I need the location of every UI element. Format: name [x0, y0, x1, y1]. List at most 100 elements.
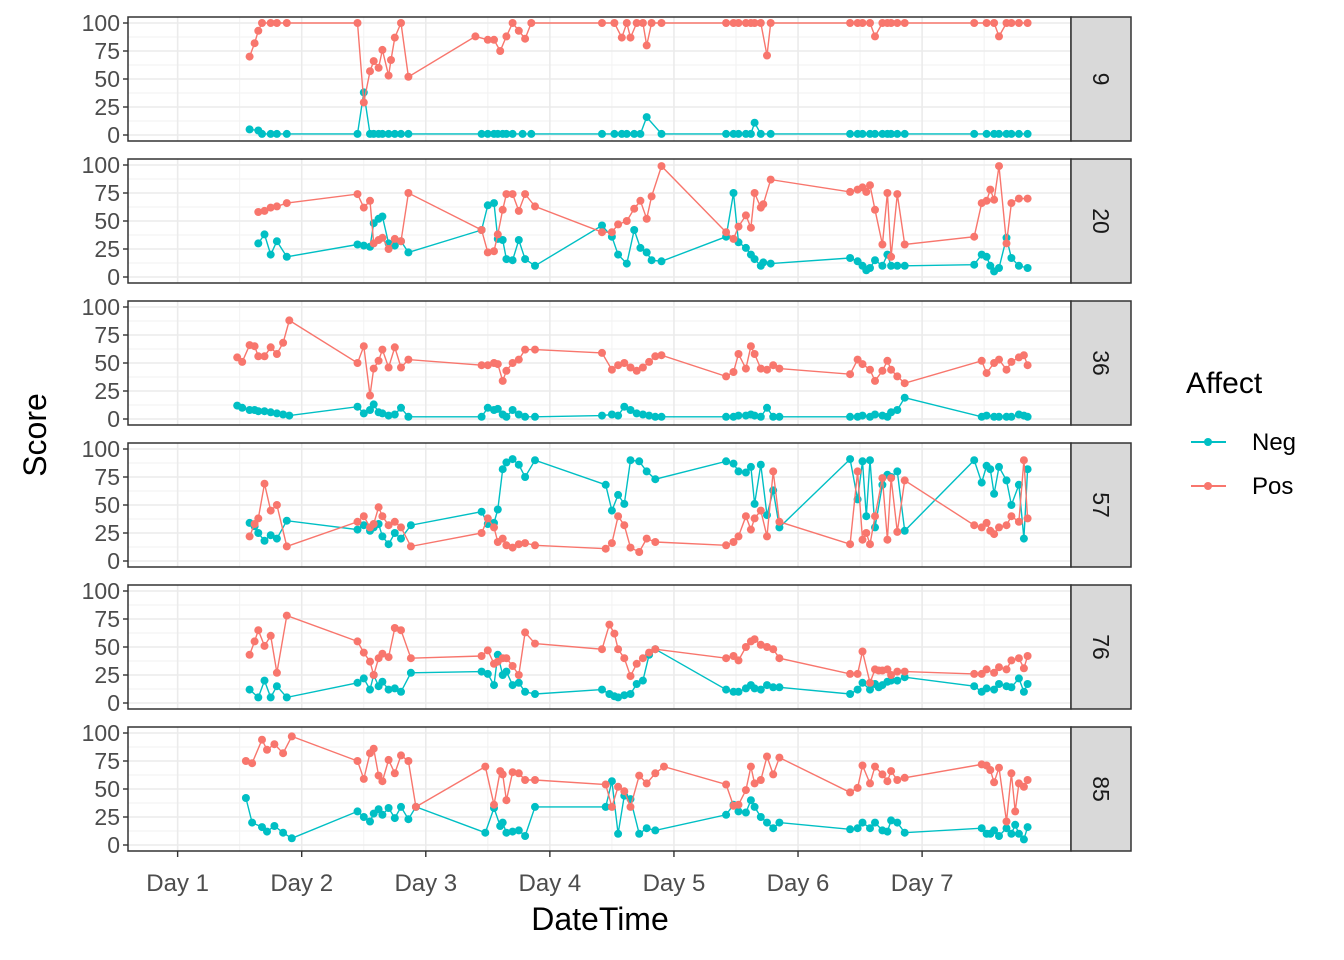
data-point-pos [846, 370, 855, 379]
data-point-neg [282, 693, 291, 702]
facet-strip [1070, 726, 1132, 852]
data-point-pos [866, 181, 874, 190]
data-point-neg [775, 818, 784, 827]
data-point-pos [359, 774, 368, 783]
data-point-pos [1014, 654, 1023, 663]
data-point-neg [282, 252, 291, 261]
data-point-pos [250, 342, 259, 351]
data-point-pos [622, 217, 631, 225]
data-point-pos [498, 205, 507, 214]
data-point-pos [397, 751, 405, 760]
data-point-pos [359, 342, 368, 351]
data-point-pos [883, 356, 892, 365]
data-point-pos [722, 541, 731, 550]
data-point-pos [514, 769, 523, 778]
data-point-pos [893, 776, 902, 784]
data-point-neg [741, 243, 750, 252]
data-point-pos [893, 372, 902, 381]
data-point-neg [404, 815, 413, 824]
data-point-pos [1002, 665, 1011, 674]
data-point-pos [490, 800, 498, 809]
data-point-pos [477, 226, 486, 234]
data-point-neg [1014, 674, 1023, 683]
data-point-pos [521, 190, 530, 199]
data-point-neg [518, 129, 527, 138]
data-point-pos [404, 72, 413, 81]
data-point-pos [729, 538, 738, 546]
data-point-pos [397, 626, 405, 635]
data-point-pos [900, 476, 909, 485]
data-point-neg [734, 411, 743, 420]
data-point-pos [481, 762, 490, 771]
data-point-neg [477, 412, 486, 421]
data-point-neg [1023, 465, 1032, 474]
data-point-pos [775, 654, 784, 663]
data-point-pos [853, 669, 862, 678]
data-point-neg [1023, 680, 1032, 688]
data-point-pos [741, 643, 750, 651]
data-point-pos [763, 752, 771, 761]
data-point-neg [722, 810, 731, 819]
data-point-neg [502, 412, 511, 421]
data-point-neg [514, 236, 523, 244]
data-point-pos [750, 189, 759, 197]
data-point-neg [266, 531, 275, 540]
data-point-neg [769, 412, 778, 421]
data-point-neg [359, 674, 368, 683]
data-point-pos [970, 232, 979, 241]
data-point-pos [722, 780, 731, 789]
data-point-pos [514, 355, 523, 364]
data-point-pos [1023, 652, 1032, 660]
data-point-pos [359, 512, 368, 521]
data-point-pos [390, 769, 399, 778]
data-point-pos [266, 506, 275, 515]
data-point-pos [378, 512, 387, 521]
data-point-pos [766, 175, 775, 184]
data-point-pos [862, 187, 871, 196]
data-point-neg [746, 796, 755, 805]
data-point-neg [607, 410, 616, 419]
data-point-pos [977, 356, 986, 365]
data-point-pos [397, 237, 405, 246]
data-point-pos [245, 52, 254, 61]
data-point-pos [514, 206, 523, 215]
legend: Affect Neg Pos [1186, 367, 1296, 500]
data-point-pos [722, 19, 731, 27]
data-point-pos [620, 787, 629, 796]
data-point-neg [279, 828, 288, 837]
data-point-pos [353, 517, 362, 526]
data-point-pos [878, 474, 887, 483]
y-tick-label: 75 [94, 606, 120, 632]
data-point-neg [1014, 829, 1023, 838]
y-tick-label: 100 [82, 10, 120, 36]
data-point-pos [750, 635, 759, 644]
data-point-neg [1014, 480, 1023, 489]
data-point-pos [769, 467, 778, 476]
data-point-neg [1014, 129, 1023, 138]
data-point-pos [521, 776, 530, 784]
data-point-pos [887, 671, 896, 679]
data-point-neg [406, 668, 415, 677]
data-point-neg [846, 455, 855, 464]
data-point-neg [651, 412, 660, 421]
data-point-pos [632, 659, 641, 668]
data-point-pos [893, 190, 902, 199]
data-point-neg [645, 411, 654, 420]
data-point-neg [729, 189, 738, 197]
data-point-pos [846, 540, 855, 549]
y-tick-label: 100 [82, 436, 120, 462]
data-point-pos [366, 657, 374, 666]
data-point-neg [642, 248, 651, 257]
data-point-neg [483, 403, 492, 412]
data-point-pos [1007, 769, 1016, 778]
data-point-neg [404, 248, 413, 257]
data-point-neg [722, 457, 731, 466]
data-point-pos [986, 766, 995, 774]
data-point-pos [477, 361, 486, 370]
data-point-pos [598, 645, 606, 654]
data-point-neg [527, 129, 536, 138]
data-point-pos [763, 51, 771, 60]
data-point-neg [508, 129, 517, 138]
